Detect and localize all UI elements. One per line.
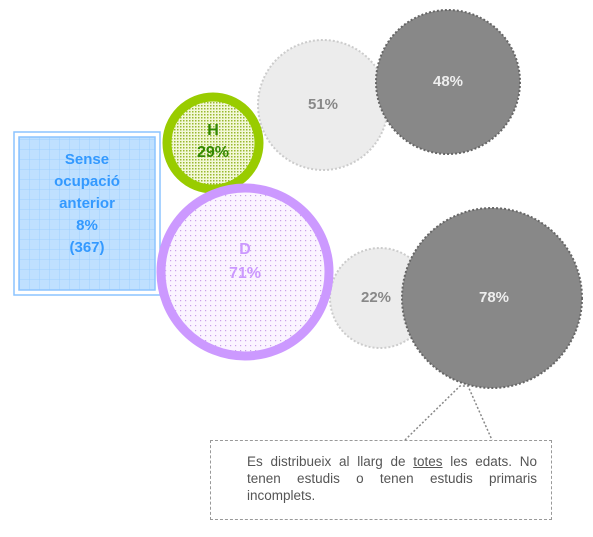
- circle-label: 48%: [433, 73, 463, 90]
- box-line: ocupació: [54, 173, 120, 190]
- box-line: Sense: [65, 151, 109, 168]
- box: Sense ocupació anterior 8% (367): [13, 131, 161, 296]
- note-underlined: totes: [413, 454, 443, 469]
- callout-pointer: [404, 385, 493, 441]
- circle-letter: D: [239, 241, 251, 258]
- box-line: anterior: [59, 195, 115, 212]
- circle-label: 22%: [361, 289, 391, 306]
- box-line: 8%: [76, 217, 98, 234]
- note-text: Es distribueix al llarg de: [247, 454, 406, 469]
- box-line: (367): [69, 239, 104, 256]
- note-text: les edats. No tenen estudis o tenen estu…: [247, 454, 537, 503]
- note: Es distribueix al llarg de totes les eda…: [210, 440, 552, 520]
- circle-label: 78%: [479, 289, 509, 306]
- circle-h: [162, 92, 264, 194]
- circle-label: 71%: [229, 265, 261, 282]
- circle-label: 51%: [308, 96, 338, 113]
- circle-label: 29%: [197, 144, 229, 161]
- circle: [375, 9, 521, 155]
- circle: [401, 207, 583, 389]
- circle-d: [156, 183, 334, 361]
- circle-letter: H: [207, 122, 219, 139]
